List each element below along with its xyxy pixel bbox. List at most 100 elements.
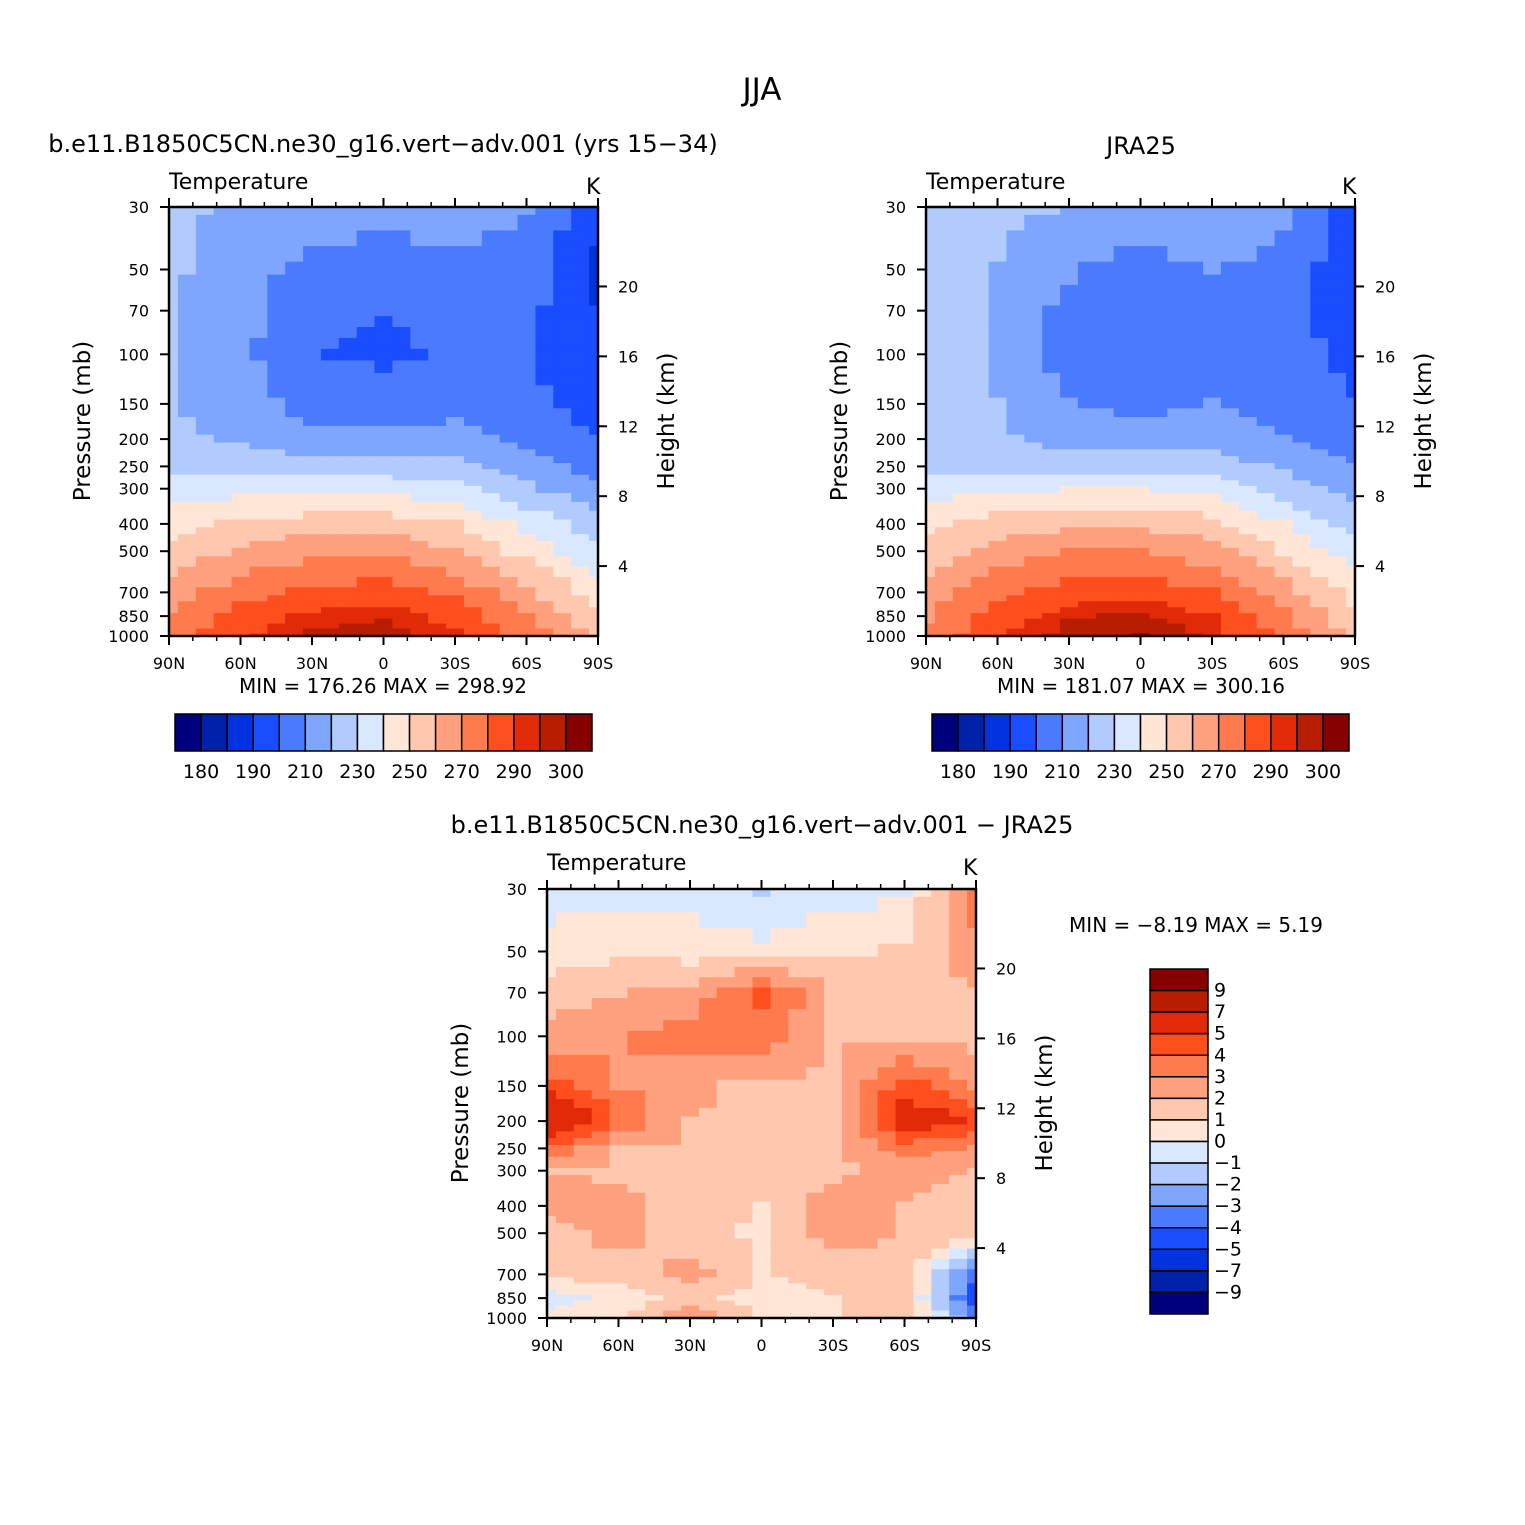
contour-cell — [410, 623, 429, 630]
contour-cell — [970, 480, 990, 487]
contour-cell — [589, 246, 598, 263]
contour-cell — [320, 493, 340, 503]
contour-cell — [952, 246, 972, 263]
contour-cell — [1203, 274, 1222, 286]
contour-cell — [988, 601, 1008, 608]
contour-cell — [949, 1079, 968, 1091]
contour-cell — [788, 966, 807, 978]
contour-cell — [681, 1222, 700, 1231]
contour-cell — [285, 434, 304, 444]
contour-cell — [285, 417, 304, 427]
contour-cell — [285, 372, 304, 386]
contour-cell — [213, 595, 233, 602]
contour-cell — [734, 987, 754, 999]
contour-cell — [609, 1019, 629, 1032]
contour-cell — [573, 1295, 593, 1302]
contour-cell — [169, 305, 179, 317]
contour-cell — [1256, 316, 1276, 328]
contour-cell — [285, 337, 304, 350]
contour-cell — [698, 1124, 718, 1132]
contour-cell — [1113, 417, 1133, 427]
contour-cell — [913, 912, 932, 929]
contour-cell — [571, 547, 590, 557]
contour-cell — [177, 442, 197, 450]
contour-cell — [169, 587, 179, 596]
contour-cell — [553, 360, 572, 374]
contour-cell — [1060, 372, 1079, 386]
contour-cell — [303, 284, 322, 296]
colorbar-swatch — [1149, 1227, 1209, 1251]
contour-cell — [1131, 547, 1151, 557]
contour-cell — [1220, 527, 1240, 535]
contour-cell — [841, 1124, 861, 1132]
contour-cell — [970, 469, 990, 476]
contour-cell — [609, 1131, 629, 1139]
contour-cell — [195, 547, 215, 557]
contour-cell — [1113, 305, 1133, 317]
contour-cell — [788, 1162, 807, 1169]
contour-cell — [571, 261, 590, 276]
contour-cell — [645, 1209, 664, 1217]
contour-cell — [249, 230, 268, 247]
contour-cell — [681, 1099, 700, 1109]
contour-cell — [535, 534, 554, 542]
contour-cell — [1203, 601, 1222, 608]
contour-cell — [535, 474, 554, 481]
contour-cell — [1310, 527, 1329, 535]
contour-cell — [609, 1079, 629, 1091]
contour-cell — [1077, 469, 1097, 476]
contour-cell — [1113, 462, 1133, 470]
contour-cell — [770, 966, 789, 978]
contour-cell — [356, 462, 376, 470]
contour-cell — [645, 1144, 664, 1152]
colorbar-swatch — [408, 713, 437, 752]
contour-cell — [195, 480, 215, 487]
colorbar-label: −7 — [1214, 1260, 1242, 1282]
contour-cell — [824, 1138, 843, 1146]
contour-cell — [446, 623, 465, 630]
contour-cell — [716, 1099, 736, 1109]
contour-cell — [698, 1222, 718, 1231]
contour-cell — [1042, 284, 1061, 296]
contour-cell — [1185, 337, 1204, 350]
contour-cell — [663, 1209, 682, 1217]
contour-cell — [1274, 540, 1294, 549]
contour-cell — [952, 623, 972, 630]
contour-cell — [859, 1144, 879, 1152]
contour-cell — [392, 576, 411, 588]
contour-cell — [1220, 618, 1240, 625]
contour-cell — [1024, 284, 1043, 296]
contour-cell — [1042, 534, 1061, 542]
contour-cell — [1346, 295, 1355, 307]
contour-cell — [1131, 397, 1151, 409]
contour-cell — [913, 956, 932, 968]
contour-cell — [788, 1192, 807, 1203]
contour-cell — [535, 566, 554, 578]
panel-diff-pressure-axis-label: Pressure (mb) — [448, 1023, 474, 1183]
contour-cell — [895, 1019, 915, 1032]
contour-cell — [267, 474, 286, 481]
contour-cell — [571, 566, 590, 578]
colorbar-swatch — [1296, 713, 1324, 752]
contour-cell — [681, 998, 700, 1010]
contour-cell — [555, 1090, 575, 1100]
contour-cell — [1060, 587, 1079, 596]
contour-cell — [698, 1131, 718, 1139]
contour-cell — [573, 977, 593, 989]
contour-cell — [1149, 214, 1168, 232]
contour-cell — [1238, 510, 1258, 521]
contour-cell — [913, 1289, 932, 1296]
lat-tick-label: 30S — [440, 654, 471, 673]
contour-cell — [177, 501, 197, 512]
contour-cell — [1346, 576, 1355, 588]
contour-cell — [1185, 566, 1204, 578]
pressure-tick-label: 30 — [507, 880, 527, 899]
contour-cell — [952, 566, 972, 578]
contour-cell — [195, 456, 215, 464]
contour-cell — [934, 576, 954, 588]
contour-cell — [895, 1269, 915, 1278]
contour-cell — [1095, 566, 1115, 578]
contour-cell — [1220, 246, 1240, 263]
contour-cell — [1310, 623, 1329, 630]
contour-cell — [988, 534, 1008, 542]
